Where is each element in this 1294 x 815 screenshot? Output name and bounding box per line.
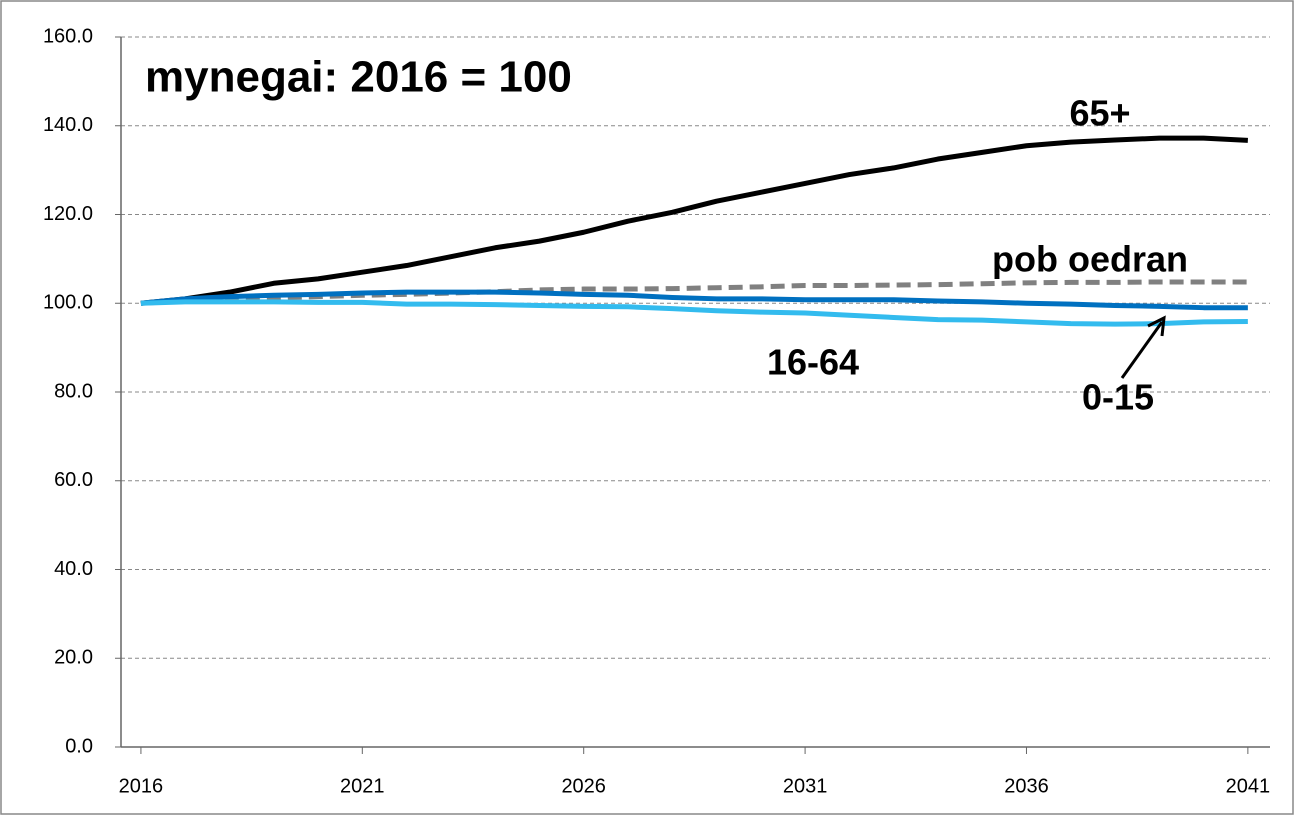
series-label: pob oedran (992, 239, 1188, 280)
y-tick-label: 0.0 (65, 735, 93, 757)
y-tick-label: 120.0 (43, 203, 93, 225)
x-tick-label: 2026 (561, 775, 606, 797)
y-tick-label: 80.0 (54, 380, 93, 402)
series-line (140, 279, 1248, 306)
series-label: 16-64 (767, 342, 859, 383)
x-tick-label: 2021 (340, 775, 385, 797)
x-tick-label: 2016 (119, 775, 164, 797)
x-tick-label: 2041 (1226, 775, 1271, 797)
y-tick-label: 140.0 (43, 114, 93, 136)
arrow (1120, 315, 1166, 379)
y-tick-label: 20.0 (54, 647, 93, 669)
y-tick-label: 100.0 (43, 292, 93, 314)
series-line (140, 135, 1248, 306)
x-tick-label: 2031 (783, 775, 828, 797)
y-tick-label: 40.0 (54, 558, 93, 580)
y-tick-label: 60.0 (54, 469, 93, 491)
series-label: 0-15 (1082, 377, 1154, 418)
series-line (140, 299, 1248, 327)
series-label: 65+ (1069, 93, 1130, 134)
series-line (140, 289, 1248, 311)
y-tick-label: 160.0 (43, 25, 93, 47)
chart-title: mynegai: 2016 = 100 (145, 53, 572, 102)
x-tick-label: 2036 (1004, 775, 1049, 797)
